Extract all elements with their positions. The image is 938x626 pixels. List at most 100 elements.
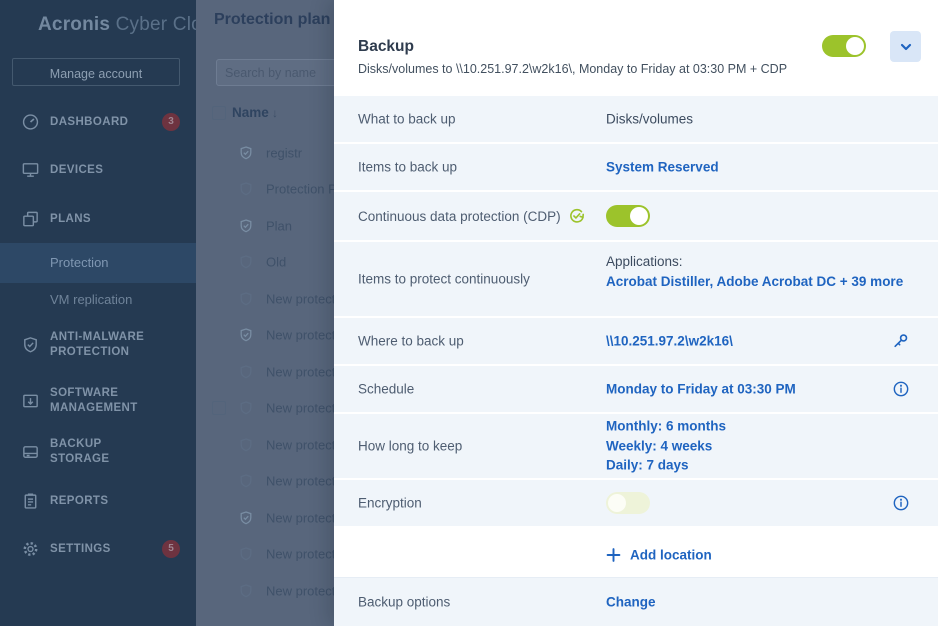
plan-row[interactable]: registr bbox=[196, 135, 938, 171]
backup-summary: Disks/volumes to \\10.251.97.2\w2k16\, M… bbox=[358, 62, 788, 76]
sidebar-item-reports[interactable]: REPORTS bbox=[0, 483, 196, 519]
toggle-knob bbox=[608, 494, 626, 512]
plan-row[interactable]: New protect bbox=[196, 500, 938, 536]
sidebar-item-label: DEVICES bbox=[50, 163, 104, 176]
sidebar-item-settings[interactable]: SETTINGS bbox=[0, 531, 196, 567]
sidebar-item-antimalware-protection[interactable]: ANTI-MALWARE PROTECTION bbox=[0, 322, 196, 368]
plan-shield-icon bbox=[238, 291, 254, 307]
plan-row[interactable]: New protect bbox=[196, 317, 938, 353]
sidebar-subitem-label: VM replication bbox=[50, 292, 133, 307]
cdp-label-text: Continuous data protection (CDP) bbox=[358, 208, 561, 224]
dashboard-badge: 3 bbox=[162, 113, 180, 131]
plan-row[interactable]: Old bbox=[196, 244, 938, 280]
plan-name: New protect bbox=[266, 583, 336, 599]
row-label: Schedule bbox=[358, 381, 415, 397]
plan-shield-icon bbox=[238, 254, 254, 270]
plan-shield-icon bbox=[238, 473, 254, 489]
name-column-header[interactable]: Name bbox=[232, 105, 269, 120]
plan-name: registr bbox=[266, 145, 303, 161]
plan-shield-icon bbox=[238, 181, 254, 197]
row-label: Items to back up bbox=[358, 159, 458, 175]
plan-row[interactable]: New protect bbox=[196, 427, 938, 463]
page-title: Protection plan bbox=[214, 11, 331, 28]
antimalware-shield-icon bbox=[21, 336, 40, 355]
sidebar-item-label: PLANS bbox=[50, 212, 91, 225]
row-cdp: Continuous data protection (CDP) bbox=[334, 192, 938, 240]
sidebar-item-software-management[interactable]: SOFTWARE MANAGEMENT bbox=[0, 378, 196, 424]
manage-account-button[interactable]: Manage account bbox=[12, 58, 180, 86]
reports-icon bbox=[21, 492, 40, 511]
add-location-button[interactable]: Add location bbox=[606, 547, 712, 562]
plan-row[interactable]: New protect bbox=[196, 390, 938, 426]
plan-row[interactable]: New protect bbox=[196, 463, 938, 499]
plan-name: New protect bbox=[266, 546, 336, 562]
plan-row[interactable]: New protect bbox=[196, 354, 938, 390]
add-location-label: Add location bbox=[630, 547, 712, 562]
sidebar-item-label: SOFTWARE MANAGEMENT bbox=[50, 387, 138, 414]
logo-brand: Acronis bbox=[38, 14, 111, 35]
what-to-back-up-value: Disks/volumes bbox=[606, 111, 694, 127]
settings-gear-icon bbox=[21, 540, 40, 559]
row-label: Where to back up bbox=[358, 333, 464, 349]
row-checkbox[interactable] bbox=[212, 401, 226, 415]
toggle-knob bbox=[630, 207, 648, 225]
items-to-back-up-link[interactable]: System Reserved bbox=[606, 159, 719, 175]
sidebar-item-vm-replication[interactable]: VM replication bbox=[0, 283, 196, 317]
plan-name: Old bbox=[266, 254, 287, 270]
backup-options-change-link[interactable]: Change bbox=[606, 594, 656, 610]
row-encryption: Encryption bbox=[334, 480, 938, 526]
software-management-icon bbox=[21, 392, 40, 411]
sidebar-item-backup-storage[interactable]: BACKUP STORAGE bbox=[0, 434, 196, 470]
sidebar-item-dashboard[interactable]: DASHBOARD bbox=[0, 104, 196, 140]
plan-shield-icon bbox=[238, 546, 254, 562]
plan-shield-icon bbox=[238, 364, 254, 380]
sidebar-item-devices[interactable]: DEVICES bbox=[0, 152, 196, 188]
plan-shield-icon bbox=[238, 583, 254, 599]
retention-daily[interactable]: Daily: 7 days bbox=[606, 457, 689, 473]
collapse-button[interactable] bbox=[890, 31, 921, 62]
select-all-checkbox[interactable] bbox=[212, 106, 226, 120]
applications-link[interactable]: Acrobat Distiller, Adobe Acrobat DC + 39… bbox=[606, 273, 904, 289]
retention-values[interactable]: Monthly: 6 months Weekly: 4 weeks Daily:… bbox=[606, 417, 726, 476]
plan-row[interactable]: New protect bbox=[196, 573, 938, 609]
plan-name: Plan bbox=[266, 218, 293, 234]
sidebar-item-protection[interactable]: Protection bbox=[0, 243, 196, 283]
cdp-sync-check-icon bbox=[568, 207, 586, 225]
plan-name: New protect bbox=[266, 437, 336, 453]
info-icon[interactable] bbox=[892, 380, 910, 398]
plan-row[interactable]: Protection Pl bbox=[196, 171, 938, 207]
retention-weekly[interactable]: Weekly: 4 weeks bbox=[606, 438, 713, 454]
cdp-toggle[interactable] bbox=[606, 205, 650, 227]
plan-row[interactable]: New protect bbox=[196, 536, 938, 572]
chevron-down-icon bbox=[899, 40, 913, 54]
plan-shield-icon bbox=[238, 400, 254, 416]
encryption-toggle[interactable] bbox=[606, 492, 650, 514]
schedule-link[interactable]: Monday to Friday at 03:30 PM bbox=[606, 381, 796, 397]
backup-enabled-toggle[interactable] bbox=[822, 35, 866, 57]
row-how-long-to-keep: How long to keep Monthly: 6 months Weekl… bbox=[334, 414, 938, 478]
applications-intro: Applications: bbox=[606, 254, 683, 269]
key-icon[interactable] bbox=[891, 332, 910, 351]
retention-monthly[interactable]: Monthly: 6 months bbox=[606, 418, 726, 434]
row-label: What to back up bbox=[358, 111, 456, 127]
plan-row[interactable]: New protect bbox=[196, 281, 938, 317]
plan-name: New protect bbox=[266, 473, 336, 489]
sort-descending-icon[interactable]: ↓ bbox=[272, 106, 278, 120]
dashboard-icon bbox=[21, 113, 40, 132]
info-icon[interactable] bbox=[892, 494, 910, 512]
backup-storage-icon bbox=[21, 443, 40, 462]
plan-row[interactable]: Plan bbox=[196, 208, 938, 244]
plan-name: New protect bbox=[266, 400, 336, 416]
row-label: Encryption bbox=[358, 495, 422, 511]
row-label: Items to protect continuously bbox=[358, 271, 530, 287]
toggle-knob bbox=[846, 37, 864, 55]
sidebar-item-plans[interactable]: PLANS bbox=[0, 201, 196, 237]
row-items-to-protect: Items to protect continuously Applicatio… bbox=[334, 242, 938, 316]
row-add-location: Add location bbox=[334, 532, 938, 578]
row-backup-options: Backup options Change bbox=[334, 578, 938, 626]
where-to-back-up-link[interactable]: \\10.251.97.2\w2k16\ bbox=[606, 333, 733, 349]
items-to-protect-value: Applications: Acrobat Distiller, Adobe A… bbox=[606, 252, 926, 291]
row-schedule: Schedule Monday to Friday at 03:30 PM bbox=[334, 366, 938, 412]
plan-shield-icon bbox=[238, 145, 254, 161]
row-where-to-back-up: Where to back up \\10.251.97.2\w2k16\ bbox=[334, 318, 938, 364]
